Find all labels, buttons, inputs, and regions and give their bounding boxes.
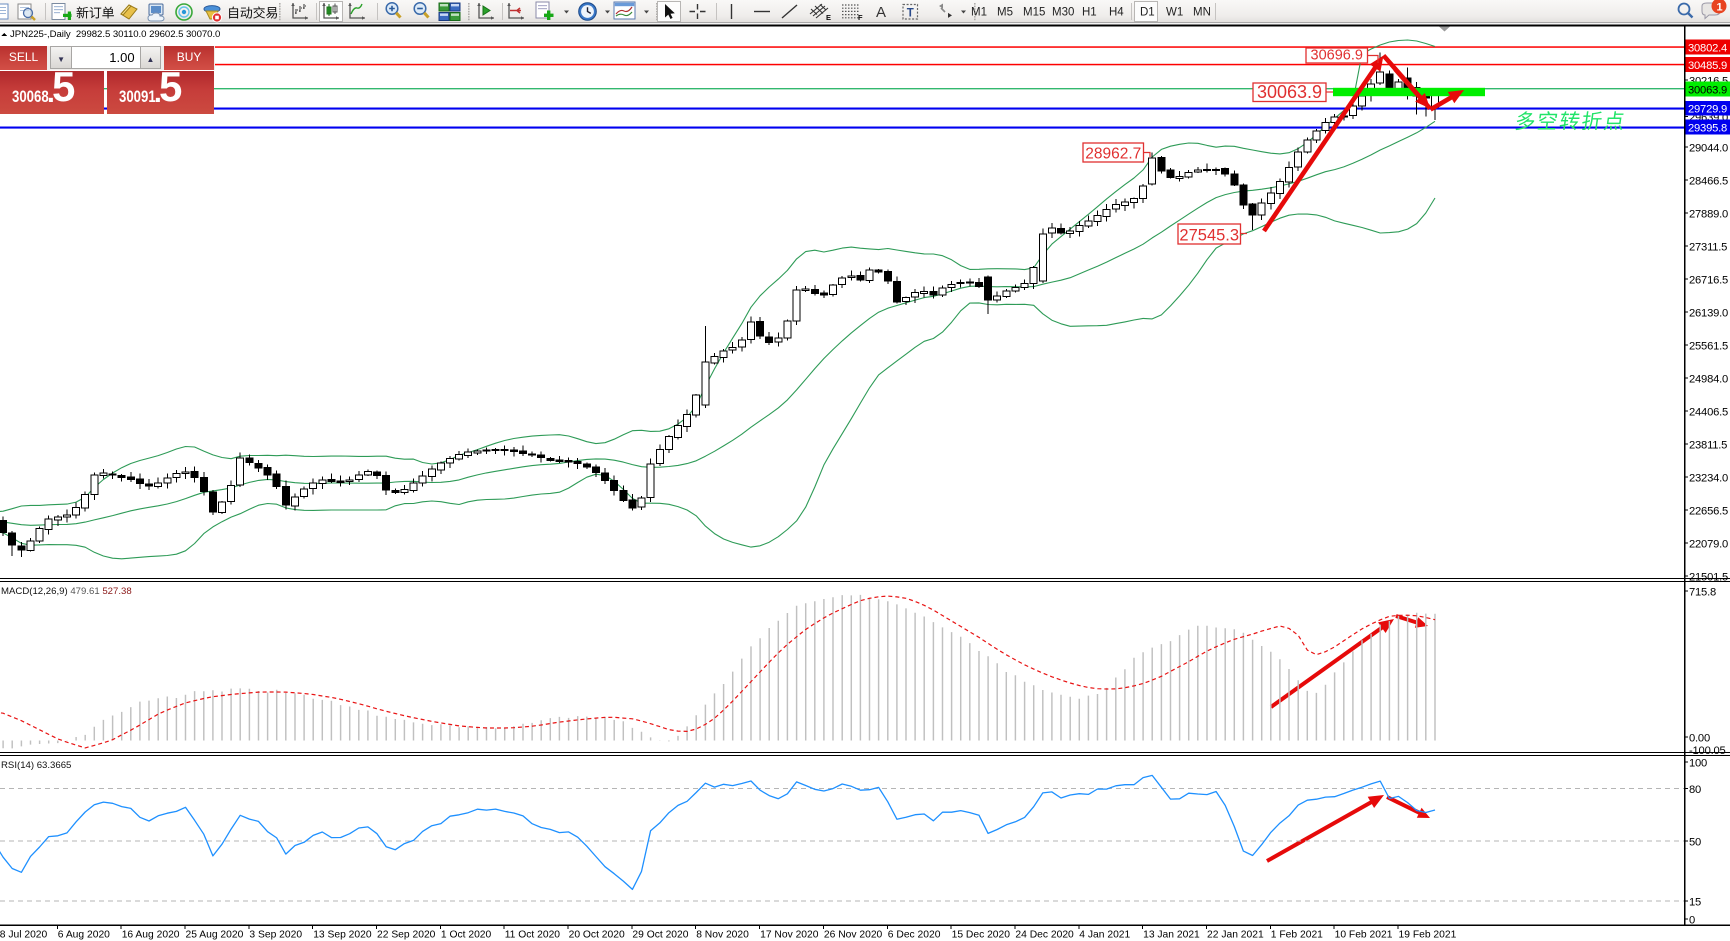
svg-text:26139.0: 26139.0	[1689, 307, 1728, 319]
svg-text:22 Sep 2020: 22 Sep 2020	[377, 930, 436, 941]
svg-text:H4: H4	[1109, 7, 1124, 19]
svg-text:RSI(14) 63.3665: RSI(14) 63.3665	[1, 760, 71, 771]
svg-text:H1: H1	[1082, 7, 1097, 19]
svg-text:MACD(12,26,9) 479.61 527.38: MACD(12,26,9) 479.61 527.38	[1, 586, 132, 597]
svg-text:T: T	[907, 7, 914, 19]
svg-text:30802.4: 30802.4	[1688, 42, 1727, 54]
svg-text:25 Aug 2020: 25 Aug 2020	[186, 930, 244, 941]
svg-text:E: E	[826, 13, 831, 22]
svg-text:30063.9: 30063.9	[1257, 82, 1322, 102]
svg-text:30485.9: 30485.9	[1688, 60, 1727, 72]
svg-text:23811.5: 23811.5	[1689, 439, 1727, 451]
svg-text:100: 100	[1689, 757, 1707, 769]
svg-text:27311.5: 27311.5	[1689, 241, 1727, 253]
svg-text:6 Aug 2020: 6 Aug 2020	[58, 930, 110, 941]
svg-text:26 Nov 2020: 26 Nov 2020	[824, 930, 883, 941]
svg-text:D1: D1	[1140, 7, 1155, 19]
svg-text:1: 1	[1717, 2, 1723, 14]
svg-text:W1: W1	[1166, 7, 1183, 19]
svg-text:29044.0: 29044.0	[1689, 142, 1728, 154]
svg-text:50: 50	[1689, 836, 1701, 848]
svg-text:-100.05: -100.05	[1689, 745, 1726, 757]
svg-text:6 Dec 2020: 6 Dec 2020	[888, 930, 941, 941]
svg-text:23234.0: 23234.0	[1689, 472, 1728, 484]
svg-text:715.8: 715.8	[1689, 586, 1716, 598]
svg-text:24 Dec 2020: 24 Dec 2020	[1015, 930, 1074, 941]
svg-text:A: A	[876, 4, 886, 21]
svg-text:25561.5: 25561.5	[1689, 340, 1728, 352]
svg-text:28466.5: 28466.5	[1689, 175, 1728, 187]
svg-text:19 Feb 2021: 19 Feb 2021	[1399, 930, 1457, 941]
svg-text:17 Nov 2020: 17 Nov 2020	[760, 930, 819, 941]
svg-text:24406.5: 24406.5	[1689, 406, 1728, 418]
svg-text:3 Sep 2020: 3 Sep 2020	[249, 930, 302, 941]
svg-text:15: 15	[1689, 896, 1701, 908]
svg-text:30696.9: 30696.9	[1311, 48, 1363, 64]
svg-text:29395.8: 29395.8	[1688, 122, 1727, 134]
svg-text:JPN225-,Daily 29982.5 30110.0: JPN225-,Daily 29982.5 30110.0 29602.5 30…	[10, 29, 220, 40]
svg-text:15 Dec 2020: 15 Dec 2020	[952, 930, 1011, 941]
svg-text:20 Oct 2020: 20 Oct 2020	[569, 930, 625, 941]
svg-text:MN: MN	[1193, 7, 1211, 19]
svg-text:1 Feb 2021: 1 Feb 2021	[1271, 930, 1323, 941]
svg-text:13 Sep 2020: 13 Sep 2020	[313, 930, 372, 941]
svg-text:13 Jan 2021: 13 Jan 2021	[1143, 930, 1200, 941]
svg-text:0.00: 0.00	[1689, 732, 1710, 744]
svg-text:27889.0: 27889.0	[1689, 208, 1728, 220]
svg-text:29729.9: 29729.9	[1688, 104, 1727, 116]
svg-text:27545.3: 27545.3	[1179, 227, 1239, 245]
svg-text:22 Jan 2021: 22 Jan 2021	[1207, 930, 1264, 941]
svg-text:26716.5: 26716.5	[1689, 274, 1728, 286]
svg-text:28 Jul 2020: 28 Jul 2020	[0, 930, 48, 941]
svg-text:10 Feb 2021: 10 Feb 2021	[1335, 930, 1393, 941]
svg-text:11 Oct 2020: 11 Oct 2020	[505, 930, 561, 941]
svg-text:22079.0: 22079.0	[1689, 538, 1728, 550]
svg-text:29 Oct 2020: 29 Oct 2020	[632, 930, 688, 941]
svg-text:1 Oct 2020: 1 Oct 2020	[441, 930, 492, 941]
svg-text:8 Nov 2020: 8 Nov 2020	[696, 930, 749, 941]
svg-text:28962.7: 28962.7	[1085, 146, 1141, 163]
svg-text:21501.5: 21501.5	[1689, 571, 1728, 583]
svg-text:22656.5: 22656.5	[1689, 505, 1728, 517]
svg-text:16 Aug 2020: 16 Aug 2020	[122, 930, 180, 941]
svg-text:0: 0	[1689, 914, 1695, 926]
svg-text:4 Jan 2021: 4 Jan 2021	[1079, 930, 1130, 941]
svg-text:M15: M15	[1023, 7, 1045, 19]
svg-text:30063.9: 30063.9	[1688, 84, 1727, 96]
svg-text:M30: M30	[1052, 7, 1074, 19]
svg-text:80: 80	[1689, 784, 1701, 796]
svg-text:F: F	[858, 13, 863, 22]
svg-text:24984.0: 24984.0	[1689, 373, 1728, 385]
svg-text:M5: M5	[997, 7, 1013, 19]
svg-text:M1: M1	[971, 7, 987, 19]
